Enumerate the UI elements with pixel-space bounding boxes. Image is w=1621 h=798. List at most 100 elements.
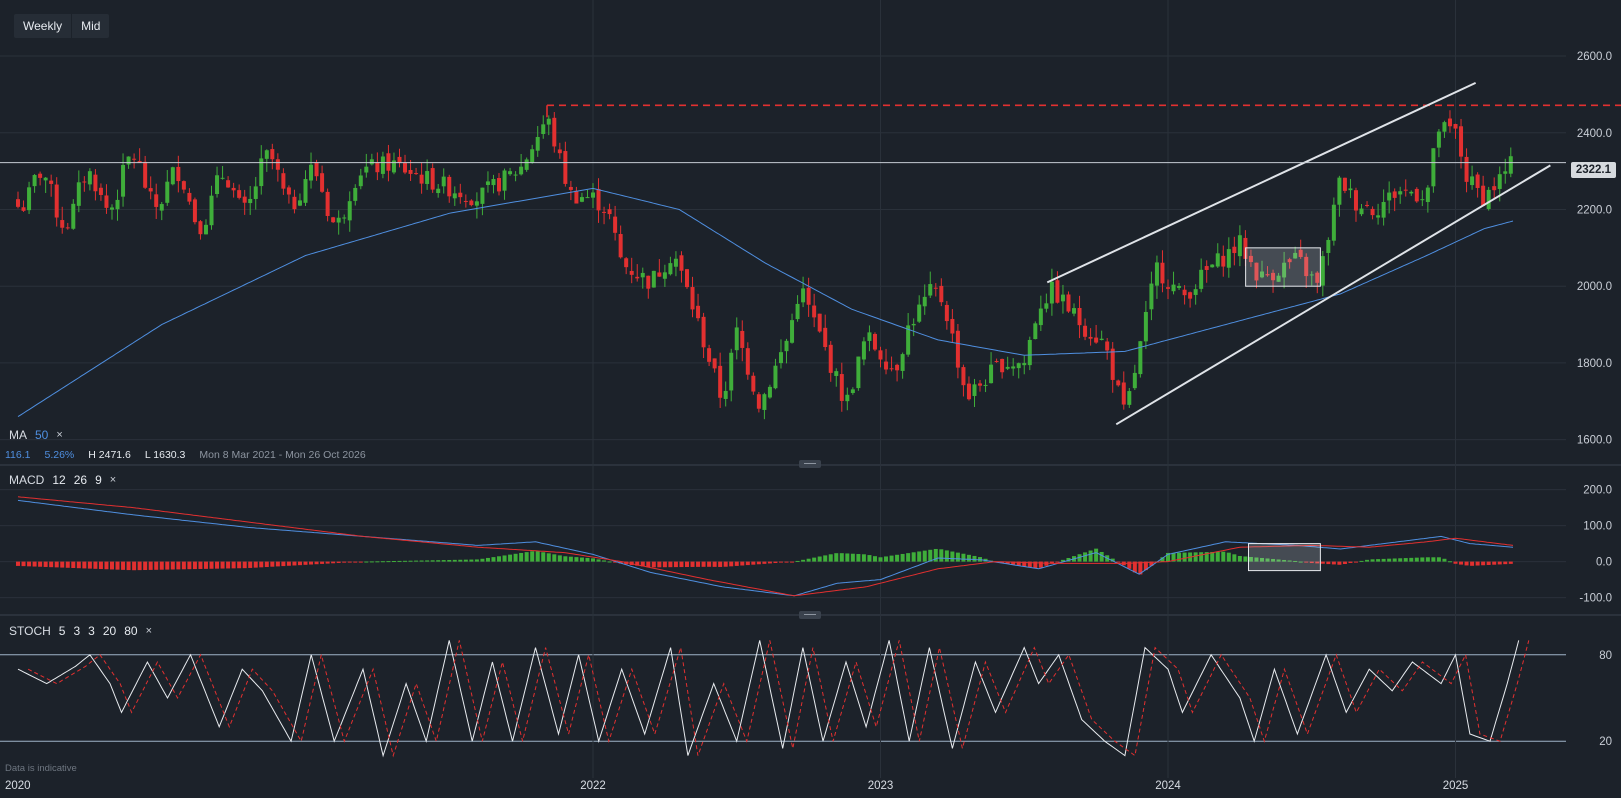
candle-body — [320, 173, 325, 192]
candle-body — [1453, 124, 1458, 129]
price-mid-button[interactable]: Mid — [71, 14, 109, 38]
candle-body — [1033, 323, 1038, 340]
macd-histogram-bar — [226, 561, 231, 569]
candle-body — [1376, 215, 1381, 218]
candle-body — [259, 158, 264, 187]
candle-body — [1210, 264, 1215, 268]
macd-histogram-bar — [1309, 561, 1314, 564]
candle-body — [1481, 185, 1486, 207]
candle-body — [1287, 259, 1292, 263]
macd-histogram-bar — [723, 561, 728, 567]
candle-body — [933, 287, 938, 289]
candle-body — [1011, 366, 1016, 369]
macd-histogram-bar — [71, 561, 76, 568]
macd-histogram-bar — [839, 553, 844, 562]
macd-histogram-bar — [1381, 558, 1386, 562]
macd-histogram-bar — [220, 561, 225, 569]
macd-histogram-bar — [16, 561, 20, 566]
macd-histogram-bar — [115, 561, 120, 570]
macd-histogram-bar — [762, 561, 767, 564]
candle-body — [751, 375, 756, 392]
candle-body — [425, 171, 430, 184]
price-y-tick-label: 1600.0 — [1577, 435, 1612, 447]
price-macd-divider-handle[interactable] — [799, 460, 821, 468]
candle-body — [474, 201, 479, 206]
candle-body — [1298, 249, 1303, 257]
candle-body — [696, 305, 701, 319]
macd-histogram-bar — [159, 561, 164, 570]
timeframe-weekly-button[interactable]: Weekly — [23, 19, 63, 33]
candle-body — [1342, 177, 1347, 191]
macd-histogram-bar — [1066, 557, 1071, 562]
candle-body — [93, 174, 98, 192]
candle-body — [270, 149, 275, 160]
macd-histogram-bar — [690, 561, 695, 567]
candle-body — [60, 220, 65, 228]
macd-histogram-bar — [82, 561, 87, 569]
stoch-smooth: 3 — [88, 624, 95, 638]
macd-histogram-bar — [607, 561, 612, 563]
macd-histogram-bar — [109, 561, 114, 570]
macd-stoch-divider-handle[interactable] — [799, 611, 821, 619]
macd-histogram-bar — [568, 556, 573, 562]
candle-body — [1381, 202, 1386, 218]
macd-histogram-bar — [657, 561, 662, 568]
macd-histogram-bar — [579, 557, 584, 562]
candle-body — [1254, 262, 1259, 281]
macd-histogram-bar — [718, 561, 723, 567]
candle-body — [502, 170, 507, 191]
macd-histogram-bar — [767, 561, 772, 564]
candle-body — [419, 174, 424, 184]
macd-histogram-bar — [884, 556, 889, 562]
candle-body — [408, 170, 413, 174]
candle-body — [1464, 156, 1469, 182]
stoch-close-icon[interactable]: × — [145, 625, 153, 637]
candle-body — [1188, 292, 1193, 299]
stoch-legend: STOCH 5 3 3 20 80 × — [9, 624, 152, 638]
macd-histogram-bar — [1359, 560, 1364, 562]
candle-body — [286, 187, 291, 195]
candle-body — [65, 227, 70, 229]
macd-histogram — [16, 548, 1513, 575]
macd-histogram-bar — [955, 552, 960, 562]
candle-body — [1326, 239, 1331, 253]
candle-body — [447, 176, 452, 197]
macd-close-icon[interactable]: × — [109, 474, 117, 486]
macd-histogram-bar — [43, 561, 48, 567]
candle-body — [115, 199, 120, 210]
candle-body — [767, 386, 772, 398]
candle-body — [1414, 188, 1419, 202]
macd-histogram-bar — [596, 559, 601, 562]
stoch-k-line — [17, 640, 1520, 758]
candle-body — [1177, 285, 1182, 288]
candle-body — [491, 179, 496, 186]
macd-histogram-bar — [1094, 548, 1099, 562]
candle-body — [745, 348, 750, 375]
candle-body — [380, 156, 385, 174]
low-value: L 1630.3 — [144, 449, 186, 461]
disclaimer: Data is indicative — [5, 763, 77, 774]
candle-body — [347, 201, 352, 221]
candle-body — [1420, 199, 1425, 201]
candle-body — [1442, 122, 1447, 132]
candle-body — [955, 330, 960, 368]
candle-body — [1259, 271, 1264, 278]
candle-body — [524, 159, 529, 170]
macd-histogram-bar — [1464, 561, 1469, 566]
candle-body — [861, 341, 866, 360]
candle-body — [1309, 274, 1314, 276]
candle-body — [1226, 249, 1231, 268]
candle-body — [1171, 284, 1176, 292]
macd-histogram-bar — [353, 561, 358, 563]
ma-close-icon[interactable]: × — [56, 429, 63, 441]
candle-body — [87, 171, 92, 185]
candle-body — [303, 179, 308, 203]
candle-body — [1497, 174, 1502, 189]
macd-histogram-bar — [1022, 561, 1027, 567]
candle-body — [734, 327, 739, 351]
macd-histogram-bar — [922, 550, 927, 562]
macd-histogram-bar — [1177, 552, 1182, 562]
macd-histogram-bar — [944, 550, 949, 562]
macd-histogram-bar — [325, 561, 330, 564]
